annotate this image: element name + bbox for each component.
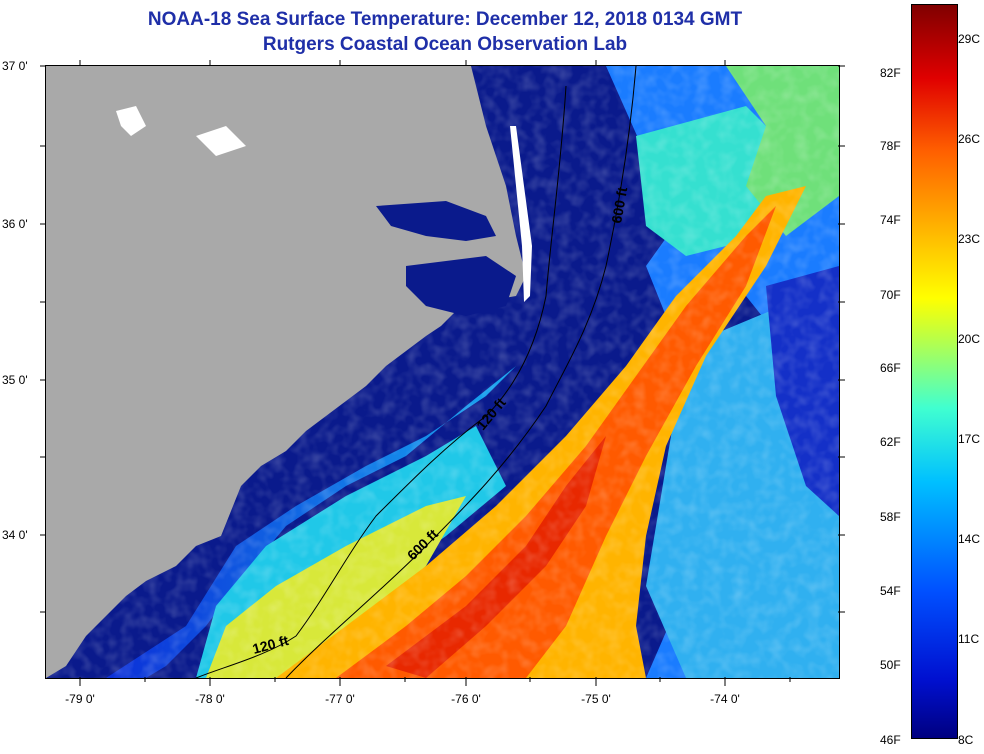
lon-label-77: -77 0' bbox=[325, 692, 355, 706]
contour-label-600ft-north: 600 ft bbox=[608, 185, 630, 224]
contour-120ft bbox=[195, 85, 567, 678]
inland-lake-1 bbox=[116, 106, 146, 136]
colorbar-label-17c: 17C bbox=[958, 432, 981, 446]
colorbar-label-70f: 70F bbox=[880, 288, 901, 302]
colorbar-label-50f: 50F bbox=[880, 658, 901, 672]
colorbar-label-29c: 29C bbox=[958, 32, 981, 46]
colorbar-label-26c: 26C bbox=[958, 132, 981, 146]
colorbar-label-20c: 20C bbox=[958, 332, 981, 346]
colorbar-label-82f: 82F bbox=[880, 66, 901, 80]
colorbar-label-8c: 8C bbox=[958, 733, 974, 747]
colorbar-label-78f: 78F bbox=[880, 139, 901, 153]
outer-banks bbox=[510, 126, 532, 302]
lat-label-36: 36 0' bbox=[2, 217, 28, 231]
pamlico-sound bbox=[406, 256, 516, 316]
temperature-colorbar bbox=[911, 4, 958, 739]
colorbar-label-46f: 46F bbox=[880, 733, 901, 747]
contour-600ft bbox=[285, 66, 637, 678]
lon-label-78: -78 0' bbox=[195, 692, 225, 706]
colorbar-label-23c: 23C bbox=[958, 232, 981, 246]
lon-label-75: -75 0' bbox=[581, 692, 611, 706]
lat-label-37: 37 0' bbox=[2, 59, 28, 73]
sst-map: 600 ft 120 ft 600 ft 120 ft bbox=[45, 65, 840, 679]
map-subtitle: Rutgers Coastal Ocean Observation Lab bbox=[262, 34, 628, 55]
colorbar-label-11c: 11C bbox=[958, 632, 980, 646]
colorbar-label-74f: 74F bbox=[880, 213, 901, 227]
inland-lake-2 bbox=[196, 126, 246, 156]
lon-label-79: -79 0' bbox=[65, 692, 95, 706]
lon-label-76: -76 0' bbox=[451, 692, 481, 706]
colorbar-label-14c: 14C bbox=[958, 532, 981, 546]
lat-label-34: 34 0' bbox=[2, 528, 28, 542]
colorbar-label-62f: 62F bbox=[880, 435, 901, 449]
lon-label-74: -74 0' bbox=[710, 692, 740, 706]
map-title: NOAA-18 Sea Surface Temperature: Decembe… bbox=[147, 9, 743, 30]
lat-label-35: 35 0' bbox=[2, 373, 28, 387]
colorbar-label-58f: 58F bbox=[880, 510, 901, 524]
colorbar-label-66f: 66F bbox=[880, 361, 901, 375]
colorbar-label-54f: 54F bbox=[880, 584, 901, 598]
albemarle-sound bbox=[376, 201, 496, 241]
